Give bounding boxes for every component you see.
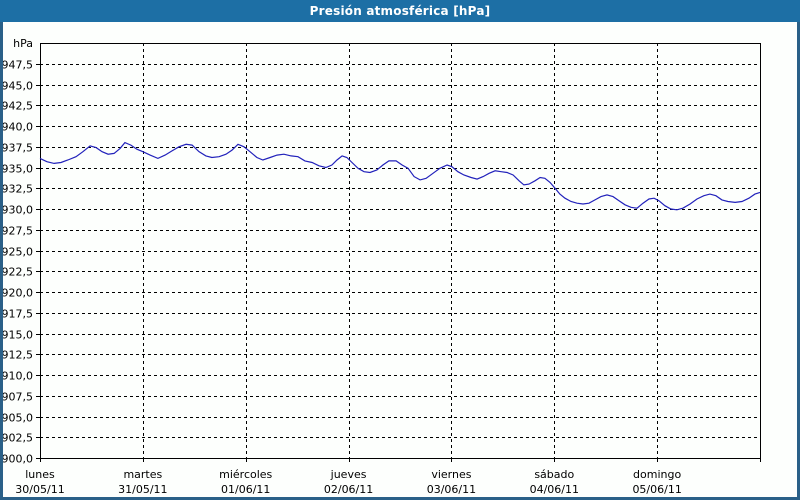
y-tick-label: 937,5 bbox=[3, 142, 33, 155]
x-day-name: domingo bbox=[633, 468, 681, 481]
plot-border bbox=[40, 43, 761, 459]
y-tick-label: 925,0 bbox=[3, 246, 33, 259]
x-day-name: jueves bbox=[330, 468, 367, 481]
x-day-date: 02/06/11 bbox=[324, 483, 373, 496]
chart-title: Presión atmosférica [hPa] bbox=[309, 4, 491, 18]
y-tick-label: 915,0 bbox=[3, 329, 33, 342]
y-tick-label: 927,5 bbox=[3, 225, 33, 238]
x-day-name: viernes bbox=[431, 468, 471, 481]
pressure-series bbox=[39, 141, 761, 211]
y-axis-unit-label: hPa bbox=[13, 37, 33, 50]
pressure-chart-canvas: 947,5 945,0 942,5 940,0 937,5 935,0 932,5 930,0… bbox=[3, 37, 761, 496]
x-day-name: martes bbox=[123, 468, 162, 481]
axes bbox=[36, 43, 761, 462]
x-day-date: 04/06/11 bbox=[530, 483, 579, 496]
x-day-name: miércoles bbox=[219, 468, 272, 481]
y-tick-label: 942,5 bbox=[3, 100, 33, 113]
y-tick-label: 902,5 bbox=[3, 432, 33, 445]
y-tick-label: 905,0 bbox=[3, 412, 33, 425]
x-day-date: 03/06/11 bbox=[427, 483, 476, 496]
y-tick-label: 935,0 bbox=[3, 163, 33, 176]
y-tick-label: 940,0 bbox=[3, 121, 33, 134]
y-tick-label: 945,0 bbox=[3, 80, 33, 93]
y-tick-label: 910,0 bbox=[3, 370, 33, 383]
x-day-date: 30/05/11 bbox=[15, 483, 64, 496]
x-axis-labels: lunes 30/05/11 martes 31/05/11 miércoles 01/0… bbox=[15, 468, 682, 496]
x-day-date: 31/05/11 bbox=[118, 483, 167, 496]
y-tick-label: 930,0 bbox=[3, 204, 33, 217]
x-day-date: 05/06/11 bbox=[632, 483, 681, 496]
chart-panel: 947,5 945,0 942,5 940,0 937,5 935,0 932,5 930,0… bbox=[3, 22, 797, 497]
y-tick-label: 900,0 bbox=[3, 453, 33, 466]
y-tick-label: 947,5 bbox=[3, 59, 33, 72]
y-tick-label: 922,5 bbox=[3, 266, 33, 279]
pressure-line bbox=[39, 141, 761, 211]
chart-title-bar: Presión atmosférica [hPa] bbox=[0, 0, 800, 22]
grid-lines bbox=[40, 43, 760, 458]
y-tick-label: 912,5 bbox=[3, 349, 33, 362]
y-tick-label: 920,0 bbox=[3, 287, 33, 300]
y-axis-labels: 947,5 945,0 942,5 940,0 937,5 935,0 932,5 930,0… bbox=[3, 37, 33, 466]
y-tick-label: 907,5 bbox=[3, 391, 33, 404]
x-day-name: lunes bbox=[25, 468, 55, 481]
x-day-date: 01/06/11 bbox=[221, 483, 270, 496]
y-tick-label: 917,5 bbox=[3, 308, 33, 321]
y-tick-label: 932,5 bbox=[3, 183, 33, 196]
x-day-name: sábado bbox=[534, 468, 574, 481]
